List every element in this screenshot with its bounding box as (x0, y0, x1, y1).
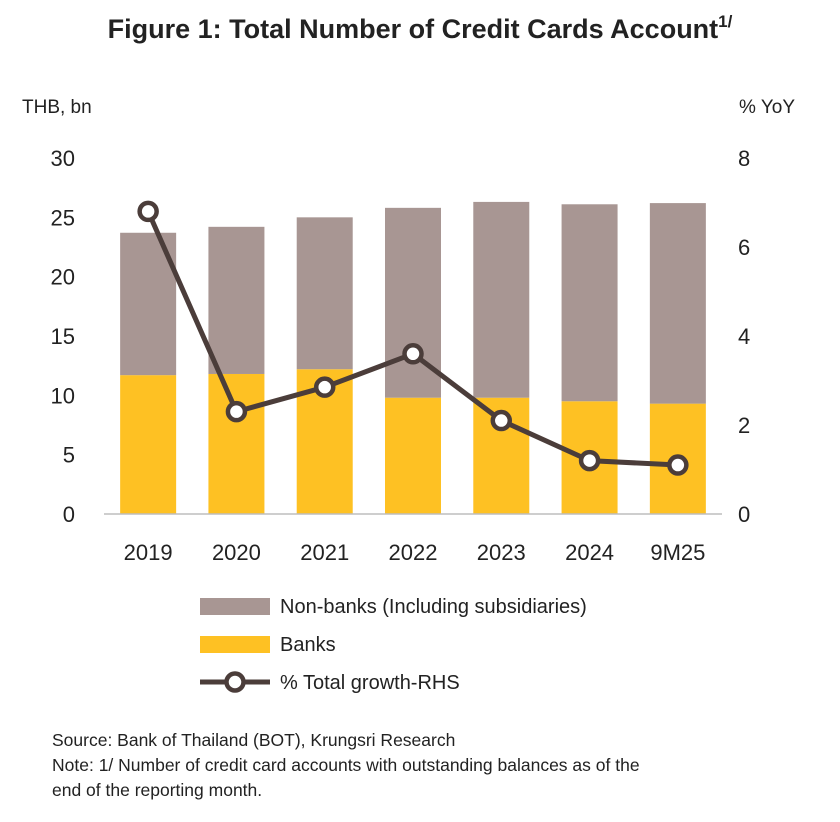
chart-canvas: THB, bn % YoY 0 5 10 15 20 25 30 0 2 4 6 8 2019 2020 202… (22, 97, 795, 694)
legend-swatch-non-banks (200, 598, 270, 615)
x-tick-label: 2019 (124, 540, 173, 565)
y-axis-left-label: THB, bn (22, 97, 92, 118)
bar-non-banks (208, 226, 265, 374)
growth-point (667, 454, 689, 476)
y-tick-left: 25 (51, 205, 75, 230)
x-tick-label: 9M25 (650, 540, 705, 565)
y-tick-left: 10 (51, 383, 75, 408)
bar-banks (385, 397, 441, 514)
legend-label-non-banks: Non-banks (Including subsidiaries) (280, 596, 587, 618)
bar-non-banks (649, 203, 706, 404)
y-tick-right: 8 (738, 146, 750, 171)
x-tick-label: 2022 (389, 540, 438, 565)
bar-non-banks (561, 204, 618, 402)
y-tick-right: 0 (738, 502, 750, 527)
growth-point (137, 200, 159, 223)
growth-point (225, 400, 248, 423)
source-text: Source: Bank of Thailand (BOT), Krungsri… (52, 730, 456, 750)
source-notes: Source: Bank of Thailand (BOT), Krungsri… (52, 728, 640, 803)
growth-point (402, 343, 424, 365)
x-tick-label: 2024 (565, 540, 614, 565)
x-tick-label: 2023 (477, 540, 526, 565)
legend-marker-growth (224, 671, 246, 693)
y-tick-left: 0 (63, 502, 75, 527)
growth-point (578, 449, 601, 472)
y-axis-right-label: % YoY (739, 97, 795, 118)
growth-point (490, 409, 513, 432)
y-tick-left: 30 (51, 146, 75, 171)
bar-non-banks (473, 201, 530, 398)
y-tick-left: 15 (51, 324, 75, 349)
bar-banks (208, 373, 265, 514)
legend-swatch-banks (200, 636, 270, 653)
chart-title-text: Figure 1: Total Number of Credit Cards A… (107, 14, 719, 44)
y-tick-right: 6 (738, 235, 750, 260)
legend-label-banks: Banks (280, 634, 336, 656)
y-tick-right: 2 (738, 413, 750, 438)
x-tick-label: 2020 (212, 540, 261, 565)
title-footnote-marker: 1/ (718, 12, 733, 31)
note-line-1: Note: 1/ Number of credit card accounts … (52, 755, 640, 775)
legend-label-growth: % Total growth-RHS (280, 672, 460, 694)
y-tick-left: 5 (63, 443, 75, 468)
bar-banks (120, 375, 177, 514)
chart-title: Figure 1: Total Number of Credit Cards A… (0, 12, 840, 45)
growth-point (313, 376, 336, 398)
y-tick-right: 4 (738, 324, 750, 349)
bar-non-banks (296, 217, 353, 370)
note-line-2: end of the reporting month. (52, 780, 263, 800)
y-tick-left: 20 (51, 265, 75, 290)
x-tick-label: 2021 (300, 540, 349, 565)
